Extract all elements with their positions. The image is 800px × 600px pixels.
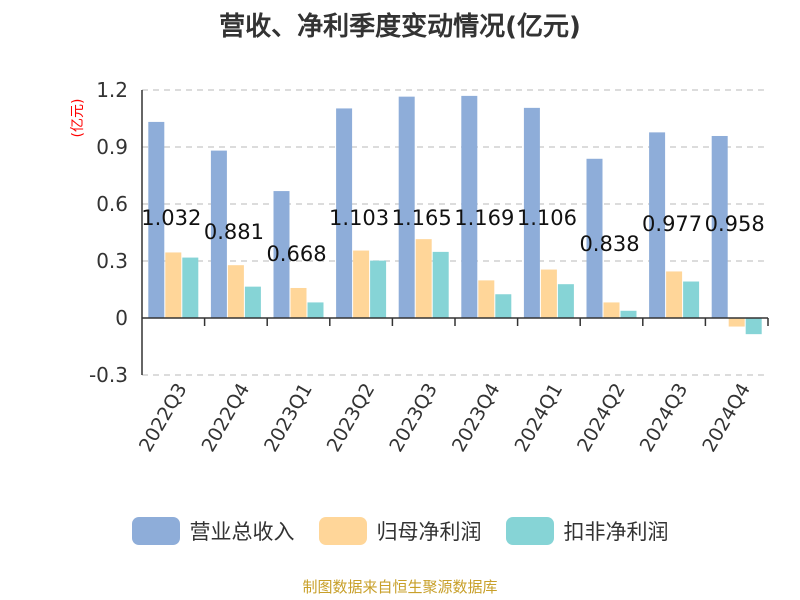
legend-swatch-revenue: [131, 517, 180, 545]
legend: 营业总收入 归母净利润 扣非净利润: [0, 516, 800, 546]
data-label: 1.169: [454, 206, 514, 230]
bars: [148, 95, 762, 335]
x-tick-label: 2022Q4: [197, 380, 254, 456]
chart-title: 营收、净利季度变动情况(亿元): [219, 12, 581, 42]
bar-deducted-profit[interactable]: [683, 281, 700, 318]
legend-label-deducted-profit: 扣非净利润: [563, 520, 669, 544]
y-tick-label: 0: [115, 306, 128, 330]
y-tick-label: -0.3: [89, 363, 128, 387]
bar-net-profit[interactable]: [478, 280, 495, 318]
data-label: 1.103: [329, 206, 389, 230]
data-label: 0.838: [579, 232, 639, 256]
bar-revenue[interactable]: [210, 150, 227, 318]
bar-revenue[interactable]: [711, 135, 728, 318]
data-label: 0.977: [642, 212, 702, 236]
bar-chart: (亿元) 1.2 0.9 0.6 0.3 0 -0.3 2022Q3 2022Q4 2023Q1…: [70, 78, 769, 456]
bar-net-profit[interactable]: [728, 318, 745, 327]
data-label: 1.165: [392, 206, 452, 230]
y-axis-unit-label: (亿元): [70, 99, 86, 138]
bar-net-profit[interactable]: [540, 269, 557, 318]
bar-revenue[interactable]: [586, 158, 603, 318]
bar-net-profit[interactable]: [353, 250, 370, 318]
data-label: 0.881: [204, 220, 264, 244]
bar-revenue[interactable]: [398, 96, 415, 319]
x-tick-label: 2023Q1: [260, 380, 317, 456]
bar-deducted-profit[interactable]: [182, 257, 199, 318]
bar-deducted-profit[interactable]: [620, 310, 637, 318]
bar-deducted-profit[interactable]: [432, 251, 449, 318]
source-footer: 制图数据来自恒生聚源数据库: [302, 578, 498, 596]
legend-item-net-profit[interactable]: 归母净利润: [318, 516, 482, 546]
bar-revenue[interactable]: [523, 107, 540, 318]
bar-deducted-profit[interactable]: [370, 260, 387, 318]
bar-revenue[interactable]: [273, 191, 290, 318]
bar-deducted-profit[interactable]: [557, 284, 574, 318]
data-label: 1.032: [141, 206, 201, 230]
legend-item-deducted-profit[interactable]: 扣非净利润: [505, 516, 669, 546]
x-tick-label: 2024Q3: [636, 380, 693, 456]
y-tick-label: 0.3: [96, 249, 128, 273]
bar-net-profit[interactable]: [415, 239, 432, 318]
bar-deducted-profit[interactable]: [495, 294, 512, 318]
legend-swatch-net-profit: [318, 517, 367, 545]
bar-revenue[interactable]: [336, 108, 353, 319]
bar-net-profit[interactable]: [666, 271, 683, 318]
y-tick-label: 0.9: [96, 135, 128, 159]
x-tick-label: 2022Q3: [135, 380, 192, 456]
legend-swatch-deducted-profit: [505, 517, 554, 545]
bar-net-profit[interactable]: [603, 302, 620, 318]
bar-deducted-profit[interactable]: [745, 318, 762, 335]
y-tick-label: 0.6: [96, 192, 128, 216]
x-tick-label: 2023Q3: [385, 380, 442, 456]
x-tick-label: 2023Q2: [323, 380, 380, 456]
x-tick-label: 2023Q4: [448, 380, 505, 456]
legend-label-net-profit: 归母净利润: [376, 520, 482, 544]
bar-deducted-profit[interactable]: [307, 302, 324, 318]
bar-revenue[interactable]: [649, 132, 666, 318]
legend-item-revenue[interactable]: 营业总收入: [131, 516, 295, 546]
bar-net-profit[interactable]: [227, 265, 244, 318]
data-label: 0.668: [266, 242, 326, 266]
bar-revenue[interactable]: [461, 95, 478, 318]
bar-net-profit[interactable]: [290, 287, 307, 318]
data-label: 0.958: [705, 212, 765, 236]
data-label: 1.106: [517, 206, 577, 230]
x-tick-label: 2024Q1: [510, 380, 567, 456]
x-tick-label: 2024Q2: [573, 380, 630, 456]
x-tick-label: 2024Q4: [698, 380, 755, 456]
bar-net-profit[interactable]: [165, 252, 182, 318]
bar-revenue[interactable]: [148, 121, 165, 318]
bar-deducted-profit[interactable]: [244, 286, 261, 318]
legend-label-revenue: 营业总收入: [189, 520, 295, 544]
y-tick-label: 1.2: [96, 78, 128, 102]
